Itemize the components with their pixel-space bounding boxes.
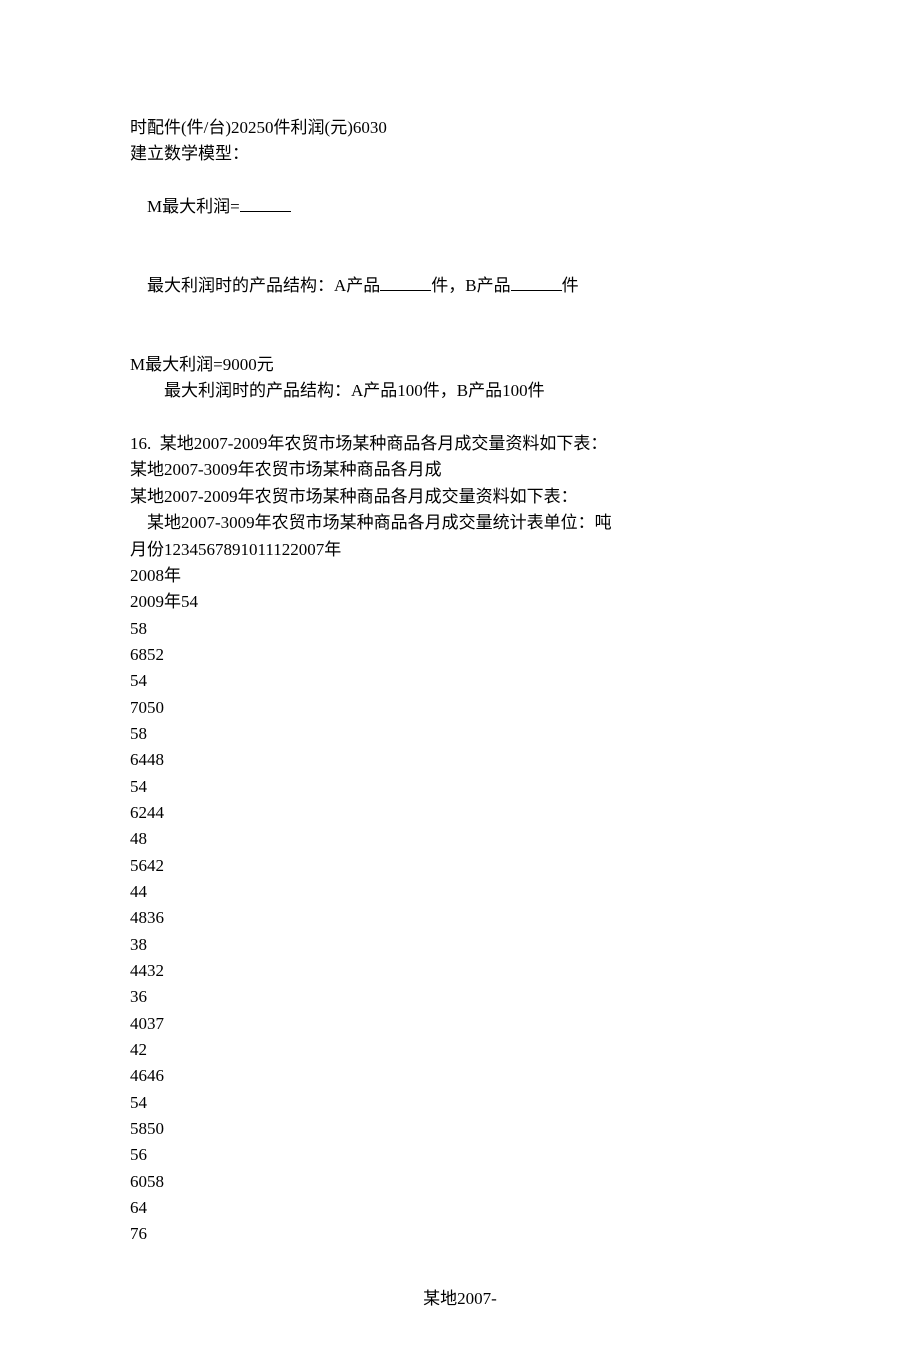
blank-field xyxy=(240,194,291,212)
blank-line xyxy=(130,1248,790,1274)
data-value: 4836 xyxy=(130,905,790,931)
document-page: 时配件(件/台)20250件利润(元)6030 建立数学模型： M最大利润= 最… xyxy=(0,0,920,1362)
label: 件，B产品 xyxy=(431,276,510,295)
data-value: 38 xyxy=(130,932,790,958)
label: 件 xyxy=(562,276,579,295)
text-line: 月份1234567891011122007年 xyxy=(130,537,790,563)
data-value: 4646 xyxy=(130,1063,790,1089)
data-value: 5850 xyxy=(130,1116,790,1142)
text-line: 16. 某地2007-2009年农贸市场某种商品各月成交量资料如下表： xyxy=(130,431,790,457)
data-value: 4432 xyxy=(130,958,790,984)
data-value: 6244 xyxy=(130,800,790,826)
data-value: 42 xyxy=(130,1037,790,1063)
blank-line xyxy=(130,405,790,431)
data-value: 58 xyxy=(130,616,790,642)
data-value: 7050 xyxy=(130,695,790,721)
text-line: 某地2007-3009年农贸市场某种商品各月成 xyxy=(130,457,790,483)
data-value: 5642 xyxy=(130,853,790,879)
data-value: 54 xyxy=(130,774,790,800)
data-value: 6058 xyxy=(130,1169,790,1195)
text-line: M最大利润=9000元 xyxy=(130,352,790,378)
text-line: 某地2007-3009年农贸市场某种商品各月成交量统计表单位：吨 xyxy=(130,510,790,536)
data-value: 54 xyxy=(130,668,790,694)
data-value: 76 xyxy=(130,1221,790,1247)
text-line: 最大利润时的产品结构：A产品 件，B产品 件 xyxy=(130,247,790,326)
label: M最大利润= xyxy=(147,197,240,216)
footer-text: 某地2007- xyxy=(130,1286,790,1312)
data-value: 64 xyxy=(130,1195,790,1221)
data-value: 36 xyxy=(130,984,790,1010)
blank-field xyxy=(511,273,562,291)
text-line: 建立数学模型： xyxy=(130,141,790,167)
text-line: 最大利润时的产品结构：A产品100件，B产品100件 xyxy=(130,378,790,404)
text-line: 2009年54 xyxy=(130,589,790,615)
label: 最大利润时的产品结构：A产品 xyxy=(147,276,380,295)
text-line: M最大利润= xyxy=(130,168,790,247)
blank-field xyxy=(380,273,431,291)
data-value: 54 xyxy=(130,1090,790,1116)
text-line: 某地2007-2009年农贸市场某种商品各月成交量资料如下表： xyxy=(130,484,790,510)
values-list: 5868525470505864485462444856424448363844… xyxy=(130,616,790,1248)
data-value: 48 xyxy=(130,826,790,852)
text-line: 时配件(件/台)20250件利润(元)6030 xyxy=(130,115,790,141)
data-value: 4037 xyxy=(130,1011,790,1037)
data-value: 56 xyxy=(130,1142,790,1168)
blank-line xyxy=(130,326,790,352)
data-value: 58 xyxy=(130,721,790,747)
text-line: 2008年 xyxy=(130,563,790,589)
data-value: 44 xyxy=(130,879,790,905)
data-value: 6448 xyxy=(130,747,790,773)
data-value: 6852 xyxy=(130,642,790,668)
